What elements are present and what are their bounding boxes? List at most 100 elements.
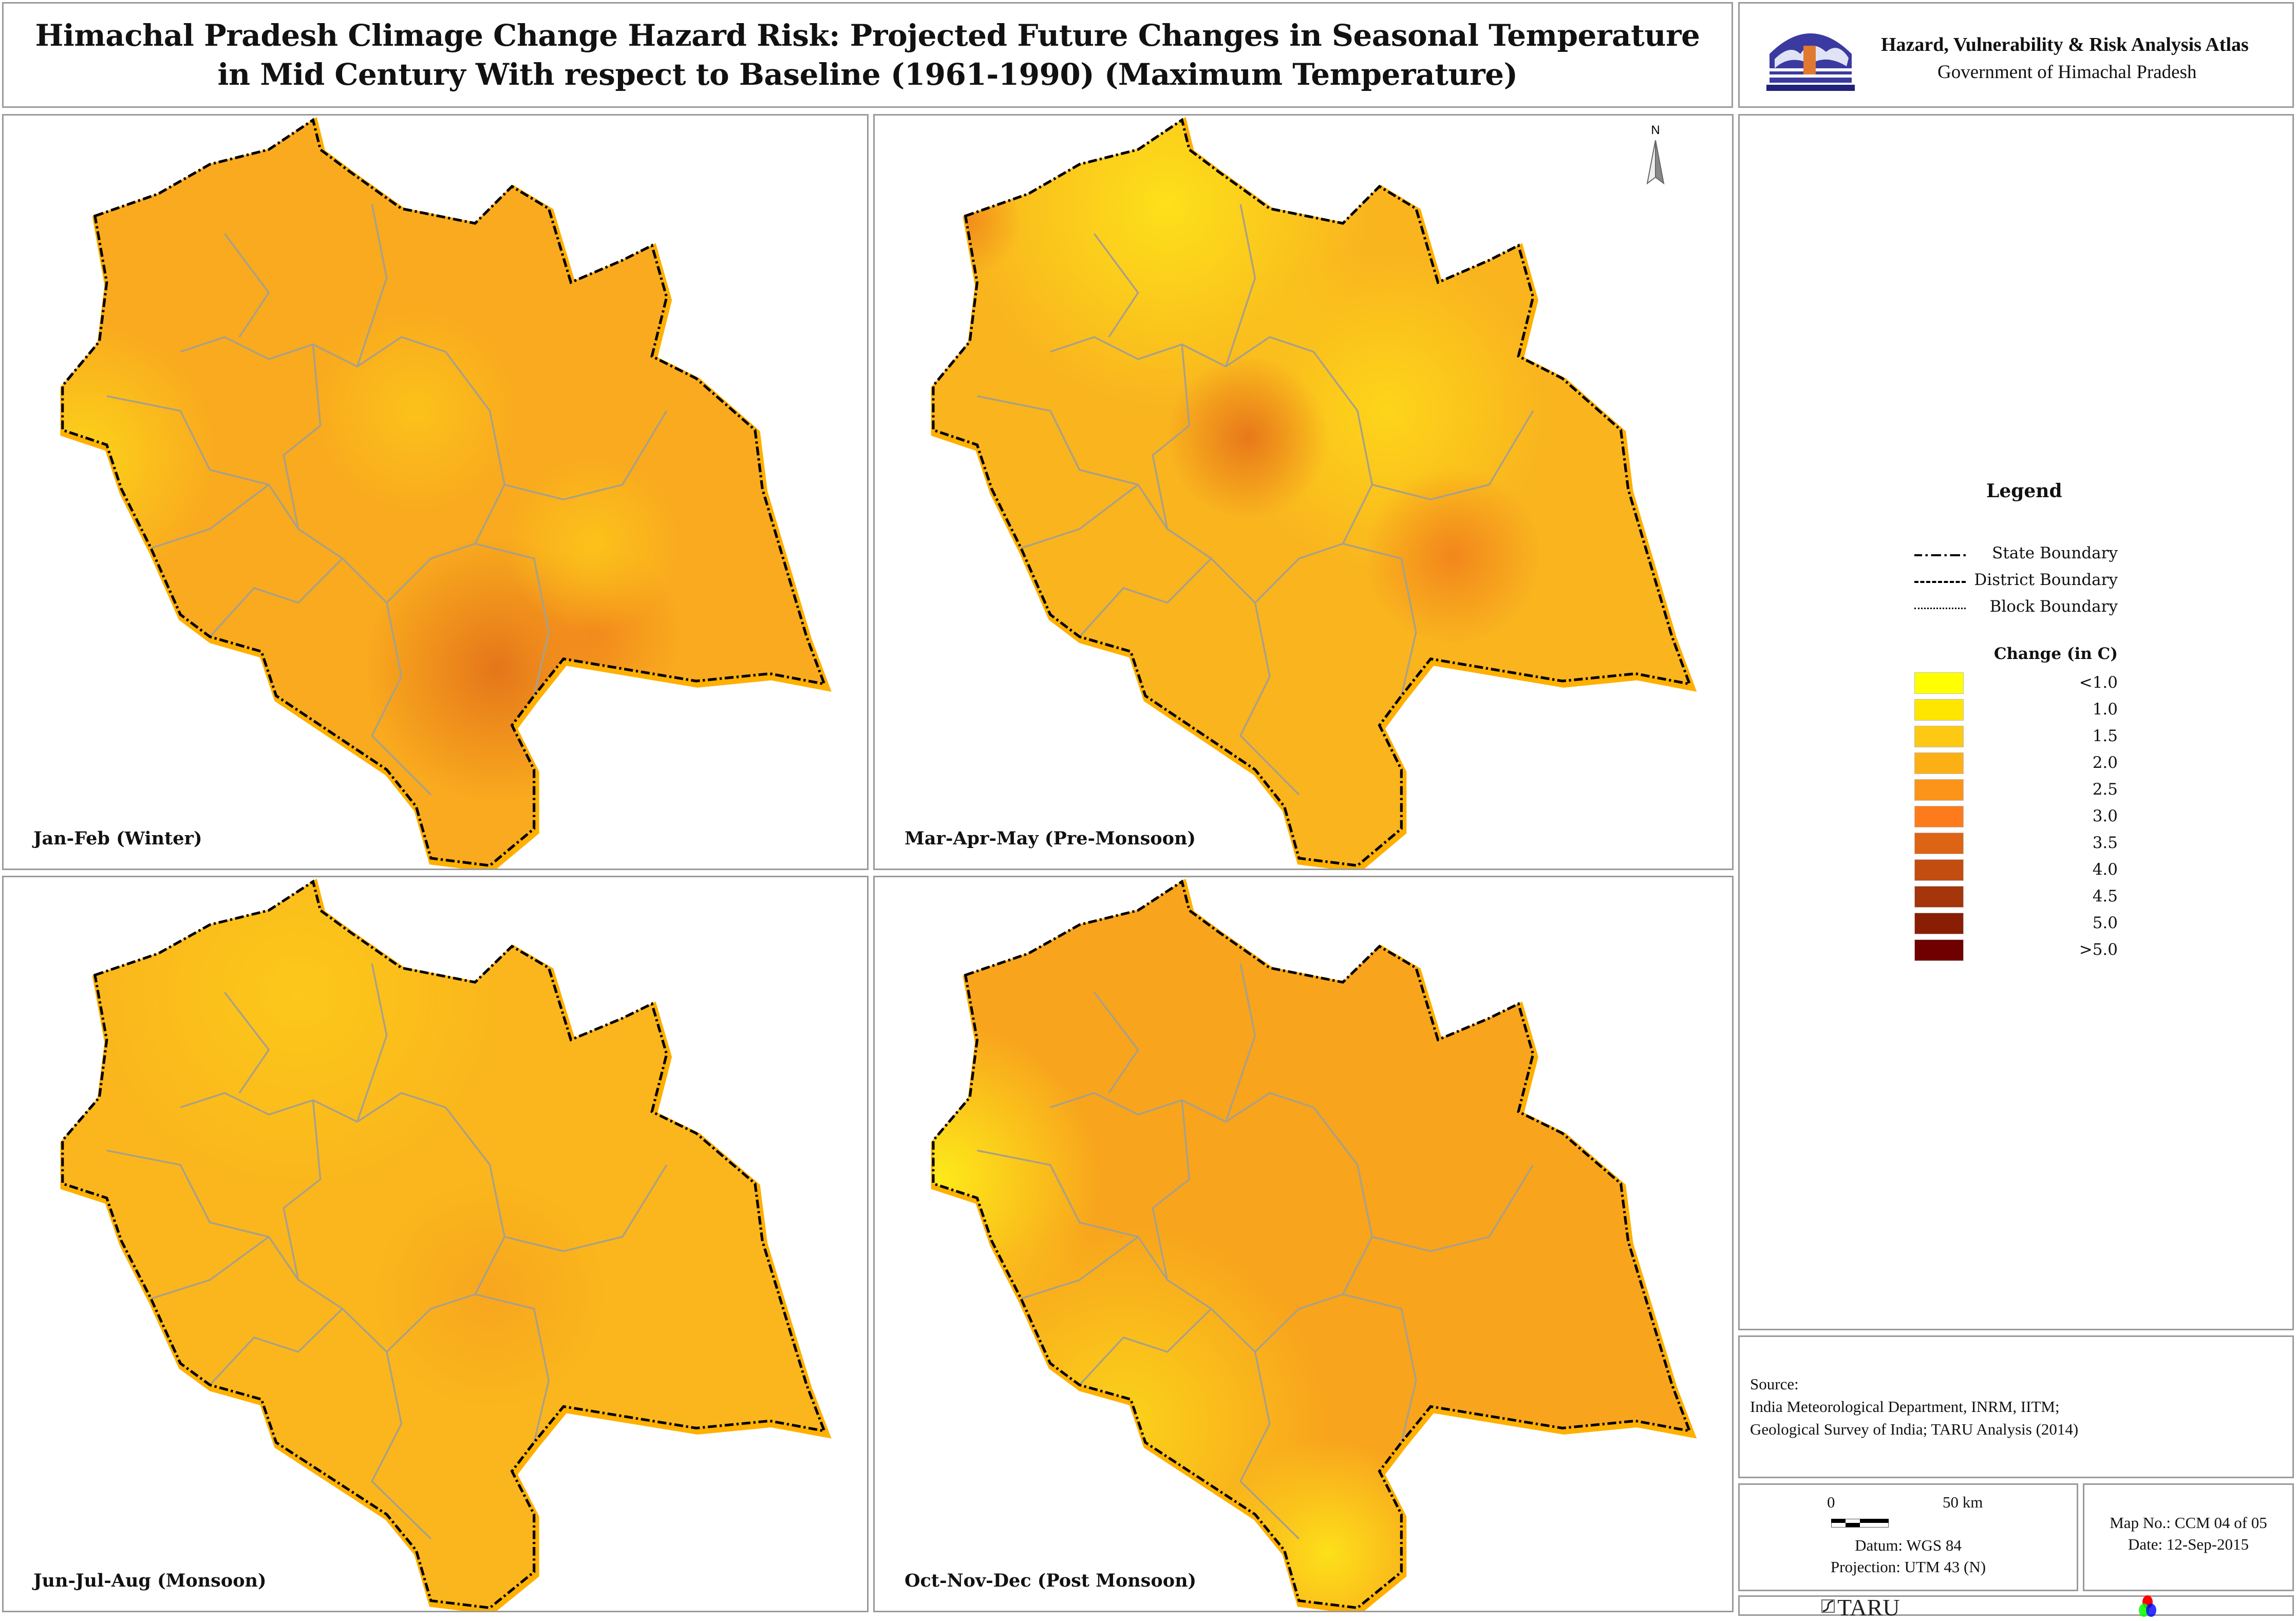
district-boundary <box>1152 1100 1212 1310</box>
district-boundary <box>977 1149 1169 1280</box>
district-boundary <box>1371 1164 1534 1252</box>
district-boundary <box>106 1149 299 1280</box>
district-boundary <box>1239 602 1300 796</box>
district-boundary <box>1093 233 1139 338</box>
rgb-logo-icon <box>2139 1595 2156 1617</box>
district-boundary <box>1152 344 1212 559</box>
district-boundary <box>371 602 432 796</box>
district-boundary <box>1021 484 1139 549</box>
scale-end: 50 km <box>1943 1493 1983 1511</box>
temperature-gradient-zone <box>504 455 682 633</box>
scale-start: 0 <box>1827 1493 1835 1511</box>
taru-logo: TARU <box>1837 1594 1900 1620</box>
change-title: Change (in C) <box>1993 645 2118 663</box>
map-title: Himachal Pradesh Climage Change Hazard R… <box>2 2 1733 108</box>
state-boundary <box>932 879 1692 1610</box>
taru-logo-icon <box>1821 1599 1835 1613</box>
legend-class-label: 3.0 <box>2092 807 2118 825</box>
district-boundary <box>209 558 343 637</box>
district-boundary <box>150 1236 270 1299</box>
district-boundary <box>1021 1236 1139 1299</box>
legend-swatch <box>1914 779 1964 801</box>
panel-label: Jan-Feb (Winter) <box>33 828 202 849</box>
district-map <box>60 117 832 869</box>
source-box: Source: India Meteorological Department,… <box>1738 1335 2294 1478</box>
district-boundary <box>1371 410 1534 501</box>
district-boundary <box>977 395 1169 530</box>
district-boundary <box>1050 1092 1314 1123</box>
atlas-header: Hazard, Vulnerability & Risk Analysis At… <box>1738 2 2294 108</box>
projection: Projection: UTM 43 (N) <box>1830 1558 1986 1576</box>
panel-label: Oct-Nov-Dec (Post Monsoon) <box>905 1570 1197 1591</box>
legend-swatch <box>1914 672 1964 694</box>
legend-swatch <box>1914 886 1964 908</box>
map-date: Date: 12-Sep-2015 <box>2128 1535 2249 1553</box>
legend-class-label: 4.0 <box>2092 860 2118 879</box>
temperature-gradient-zone <box>1211 1438 1445 1608</box>
title-line-2: in Mid Century With respect to Baseline … <box>217 57 1518 92</box>
district-map <box>60 878 832 1611</box>
atlas-subtitle: Government of Himachal Pradesh <box>1937 62 2197 83</box>
title-line-1: Himachal Pradesh Climage Change Hazard R… <box>35 18 1700 53</box>
district-boundary <box>223 233 270 338</box>
datum: Datum: WGS 84 <box>1855 1536 1962 1554</box>
district-boundary <box>1225 963 1256 1122</box>
temperature-gradient-zone <box>1167 356 1328 519</box>
state-boundary <box>932 118 1692 867</box>
district-boundary <box>1050 336 1314 368</box>
district-boundary <box>223 991 270 1094</box>
district-boundary <box>209 1308 343 1386</box>
district-boundary <box>1342 542 1417 696</box>
district-boundary <box>504 410 668 501</box>
state-boundary-symbol <box>1914 554 1966 556</box>
legend-swatch <box>1914 833 1964 854</box>
temperature-gradient-zone <box>313 307 520 515</box>
legend-title: Legend <box>1986 480 2062 502</box>
temperature-gradient-zone <box>372 1179 608 1409</box>
map-panel-winter: Jan-Feb (Winter) <box>2 114 869 870</box>
district-map <box>931 878 1697 1611</box>
temperature-gradient-zone <box>933 1222 1328 1608</box>
atlas-title: Hazard, Vulnerability & Risk Analysis At… <box>1881 34 2249 55</box>
district-boundary <box>356 204 388 367</box>
district-boundary <box>106 395 299 530</box>
map-panel-post-monsoon: Oct-Nov-Dec (Post Monsoon) <box>873 876 1734 1612</box>
legend-class-label: 2.5 <box>2092 780 2118 799</box>
district-boundary <box>356 963 388 1122</box>
legend-swatch <box>1914 806 1964 827</box>
district-boundary-symbol <box>1914 581 1966 583</box>
district-boundary <box>475 1293 550 1443</box>
block-boundary-symbol <box>1914 608 1966 609</box>
map-panel-pre-monsoon: N Mar-Apr-May (Pre-Monsoon) <box>873 114 1734 870</box>
state-boundary <box>61 118 826 867</box>
legend-class-label: <1.0 <box>2079 673 2118 692</box>
district-boundary <box>504 1164 668 1252</box>
legend-swatch <box>1914 699 1964 721</box>
legend-swatch <box>1914 726 1964 747</box>
map-panel-monsoon: Jun-Jul-Aug (Monsoon) <box>2 876 869 1612</box>
legend-class-label: 1.5 <box>2092 727 2118 745</box>
district-boundary <box>1079 558 1212 637</box>
footer-logos: TARU <box>1738 1594 2294 1620</box>
district-boundary <box>1225 204 1256 367</box>
source-line-1: India Meteorological Department, INRM, I… <box>1750 1398 2060 1416</box>
north-arrow-icon: N <box>1646 123 1665 185</box>
district-boundary <box>283 1100 343 1310</box>
panel-label: Jun-Jul-Aug (Monsoon) <box>33 1570 267 1591</box>
north-label: N <box>1651 123 1660 137</box>
state-boundary <box>61 879 826 1610</box>
legend-swatch <box>1914 859 1964 881</box>
legend-swatch <box>1914 939 1964 961</box>
district-boundary <box>1239 1351 1300 1540</box>
source-heading: Source: <box>1750 1375 1799 1393</box>
legend-class-label: 3.5 <box>2092 834 2118 852</box>
district-boundary <box>1093 991 1139 1094</box>
scale-bar <box>1831 1519 1889 1528</box>
district-boundary <box>1342 1293 1417 1443</box>
legend-class-label: 5.0 <box>2092 914 2118 932</box>
source-line-2: Geological Survey of India; TARU Analysi… <box>1750 1420 2079 1438</box>
legend-state-boundary: State Boundary <box>1992 544 2118 562</box>
legend-swatch <box>1914 913 1964 934</box>
district-map <box>931 117 1697 869</box>
legend-swatch <box>1914 752 1964 774</box>
